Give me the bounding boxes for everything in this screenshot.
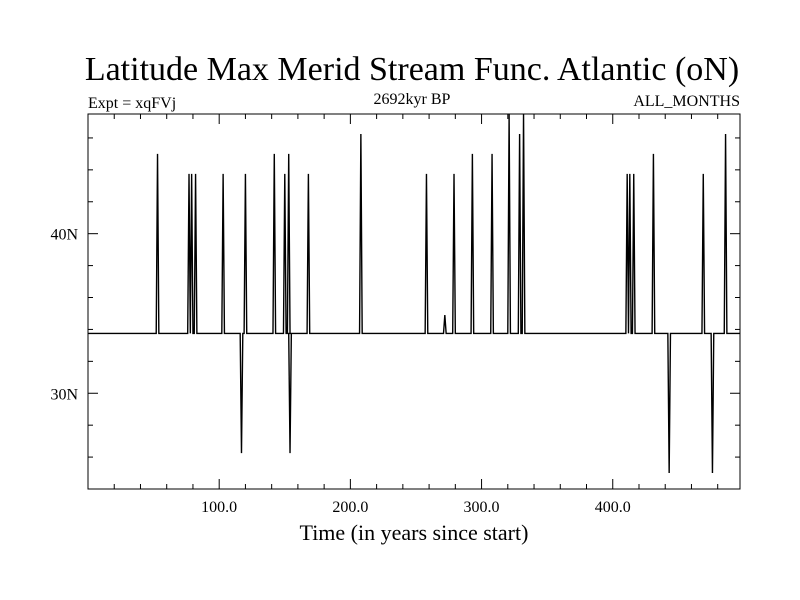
y-tick-label: 40N xyxy=(50,227,78,244)
axis-ticks xyxy=(88,114,740,489)
subtitle-left: Expt = xqFVj xyxy=(88,95,176,112)
tick-labels: 100.0 200.0 300.0 400.0 30N 40N xyxy=(50,227,630,516)
x-tick-label: 200.0 xyxy=(332,499,368,516)
x-tick-label: 400.0 xyxy=(595,499,631,516)
series-line xyxy=(88,113,740,474)
plot-frame xyxy=(87,113,741,490)
chart-title: Latitude Max Merid Stream Func. Atlantic… xyxy=(85,51,739,88)
x-axis-label: Time (in years since start) xyxy=(300,520,529,545)
subtitle-right: ALL_MONTHS xyxy=(633,93,740,110)
y-tick-label: 30N xyxy=(50,386,78,403)
subtitle-center: 2692kyr BP xyxy=(374,91,451,108)
x-tick-label: 100.0 xyxy=(201,499,237,516)
x-tick-label: 300.0 xyxy=(464,499,500,516)
